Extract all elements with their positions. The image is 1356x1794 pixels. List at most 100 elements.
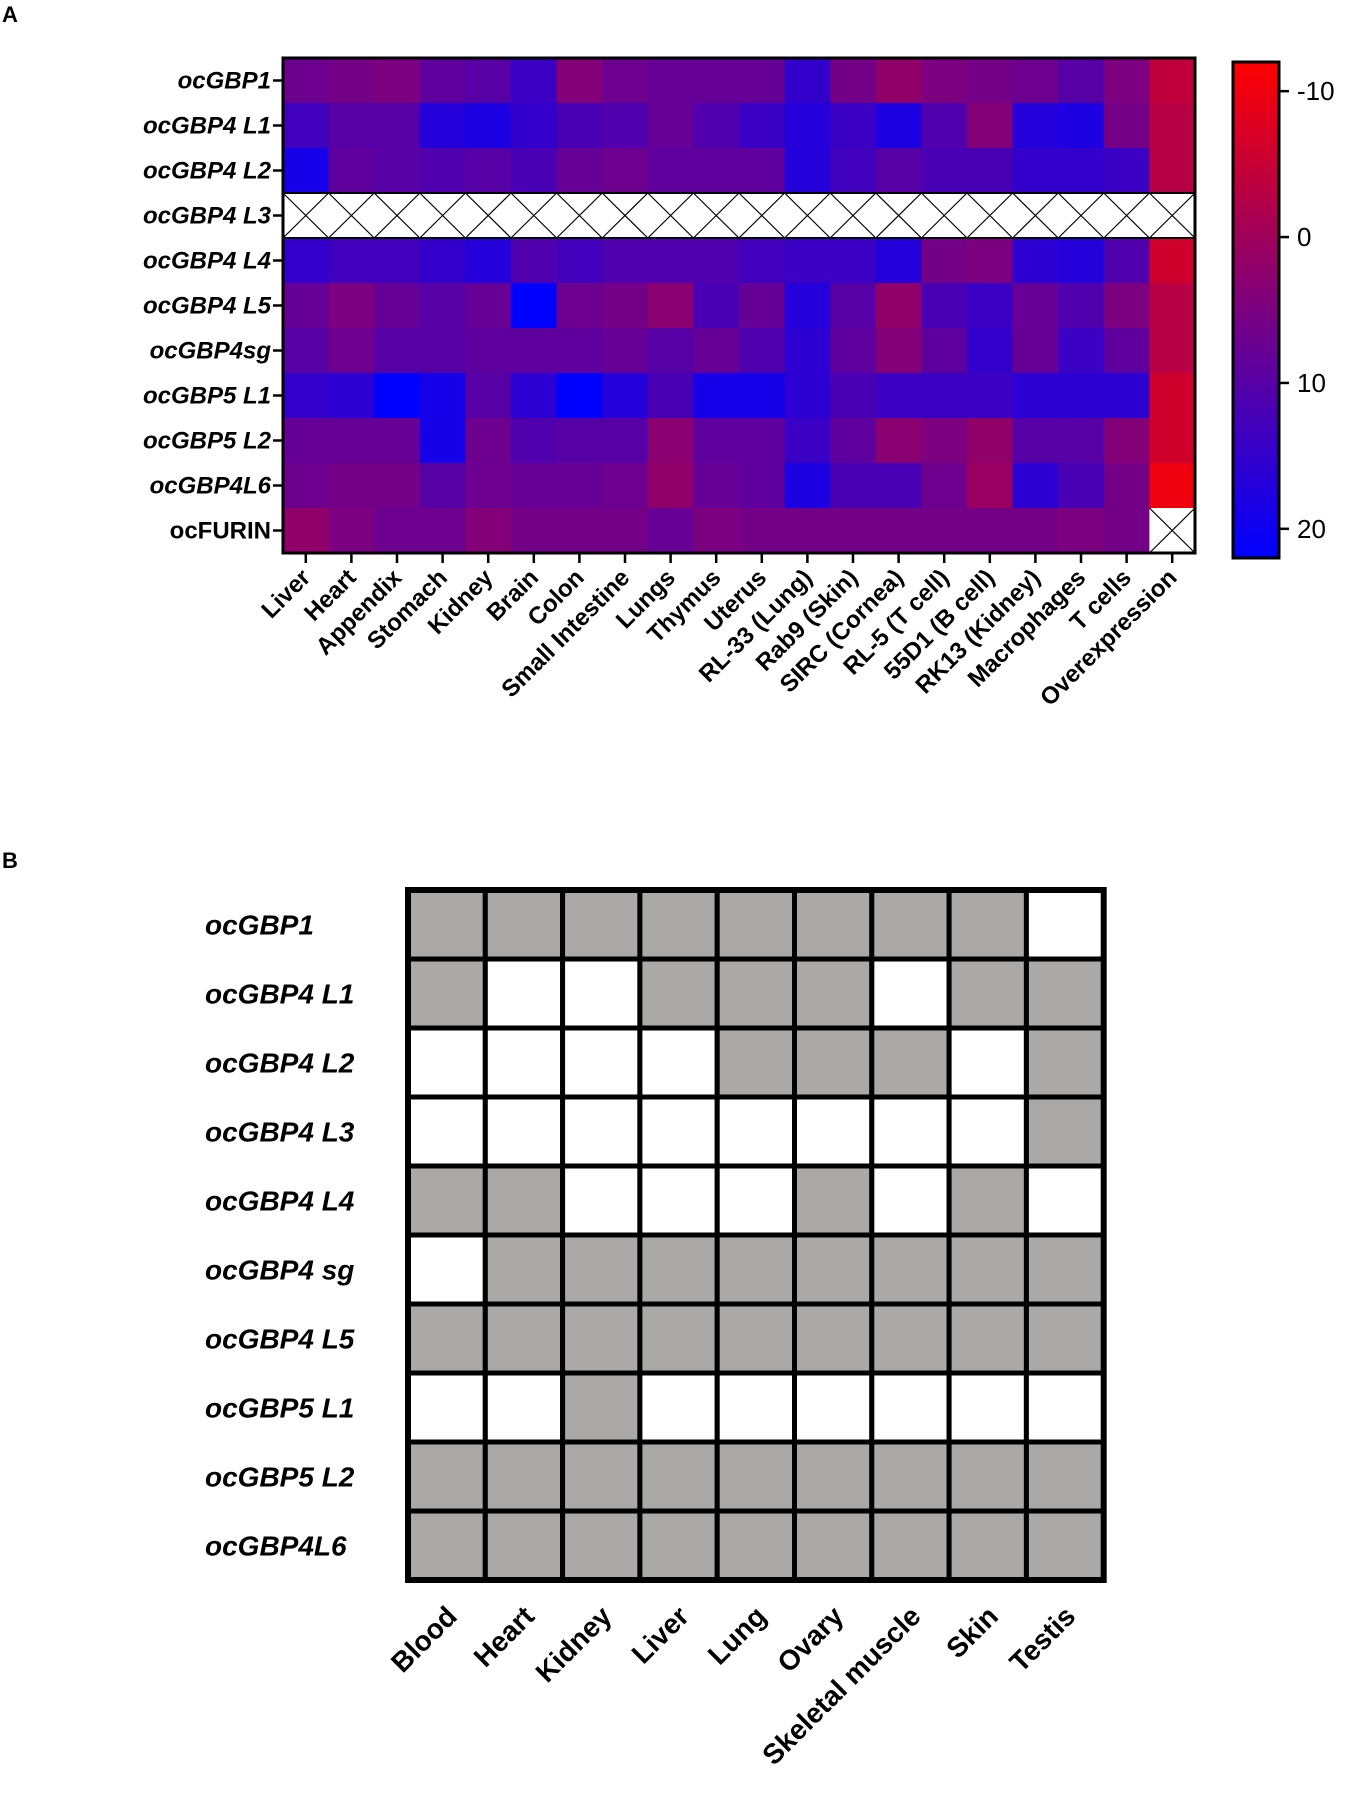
grid-b-cell-absent [946, 1370, 1029, 1445]
heatmap-a-cell [374, 328, 421, 374]
heatmap-a-cell [1058, 508, 1105, 554]
heatmap-a-cell [739, 418, 785, 464]
heatmap-a-cell [556, 418, 603, 464]
heatmap-a-cell [830, 463, 877, 509]
heatmap-a-cell [283, 418, 329, 464]
heatmap-a-cell [739, 463, 785, 509]
heatmap-a-cell [967, 463, 1013, 509]
heatmap-a-cell [374, 58, 421, 104]
heatmap-a-cell [465, 283, 512, 329]
grid-b-row-label: ocGBP1 [205, 910, 314, 941]
grid-b-cell-present [792, 1439, 875, 1514]
grid-b-cell-present [869, 1439, 952, 1514]
heatmap-a-cell [1058, 418, 1105, 464]
heatmap-a-cell [602, 58, 649, 104]
heatmap-a-cell [693, 463, 740, 509]
grid-b-cell-present [482, 1439, 566, 1514]
heatmap-a-cell [1149, 418, 1196, 464]
grid-b-cell-present [946, 1439, 1029, 1514]
grid-b-cell-present [792, 1163, 875, 1238]
missing-cross [328, 192, 375, 239]
heatmap-a-cell [784, 238, 831, 284]
grid-b-cell-absent [869, 956, 952, 1031]
grid-b-cell-present [946, 1232, 1029, 1307]
heatmap-a-cell [830, 283, 877, 329]
grid-b-cell-absent [946, 1094, 1029, 1169]
heatmap-a-cell [328, 148, 375, 194]
heatmap-a-cell [739, 58, 785, 104]
grid-b-cell-absent [405, 1094, 488, 1169]
grid-b-cell-present [405, 1301, 488, 1376]
missing-cross [1148, 192, 1196, 239]
heatmap-a-cell [511, 508, 557, 554]
heatmap-a-cell [556, 238, 603, 284]
grid-b-row-label: ocGBP4 sg [205, 1255, 354, 1286]
heatmap-a-cell [328, 328, 375, 374]
heatmap-a-cell [602, 373, 649, 419]
grid-b-cell-present [560, 1508, 643, 1583]
heatmap-a-cell [1103, 328, 1150, 374]
heatmap-a-cell [1149, 58, 1196, 104]
missing-cross [373, 192, 421, 239]
grid-b-cell-present [946, 1301, 1029, 1376]
grid-b-row-label: ocGBP5 L1 [205, 1393, 354, 1424]
heatmap-a-cell [693, 58, 740, 104]
colorbar-frame [1231, 60, 1281, 560]
heatmap-a-cell [739, 103, 785, 149]
grid-b-cell-absent [482, 956, 566, 1031]
heatmap-a-cell [1149, 283, 1196, 329]
grid-b-cell-present [1023, 1439, 1107, 1514]
heatmap-a-cell [967, 148, 1013, 194]
grid-b-cell-present [714, 956, 798, 1031]
heatmap-a-row-label: ocGBP4 L2 [143, 158, 272, 185]
heatmap-a-cell [511, 463, 557, 509]
heatmap-a-cell [374, 463, 421, 509]
grid-b-cell-present [792, 1232, 875, 1307]
heatmap-a-cell [739, 508, 785, 554]
heatmap-a-row-label: ocGBP4L6 [150, 473, 272, 500]
heatmap-a-cell [1012, 238, 1059, 284]
heatmap-a-cell [283, 508, 329, 554]
grid-b-col-label: Blood [385, 1600, 463, 1678]
heatmap-a-cell [830, 418, 877, 464]
heatmap-a-cell [465, 373, 512, 419]
heatmap-a-cell [1149, 238, 1196, 284]
heatmap-a-cell [875, 58, 922, 104]
heatmap-a-cell [967, 508, 1013, 554]
heatmap-a-cell [465, 418, 512, 464]
heatmap-a-cell [784, 148, 831, 194]
grid-b-row-label: ocGBP4 L1 [205, 979, 354, 1010]
grid-b-cell-absent [946, 1025, 1029, 1100]
heatmap-a-cell [967, 238, 1013, 284]
grid-b-cell-present [1023, 1301, 1107, 1376]
heatmap-a-cell [693, 103, 740, 149]
heatmap-a-cell [1058, 103, 1105, 149]
heatmap-a-cell [511, 328, 557, 374]
heatmap-a-cell [1012, 508, 1059, 554]
heatmap-a-cell [602, 328, 649, 374]
grid-b-cell-absent [792, 1094, 875, 1169]
grid-b-cell-present [1023, 1232, 1107, 1307]
heatmap-a-cell [419, 238, 466, 284]
heatmap-a-cell [647, 418, 694, 464]
heatmap-a-cell [374, 103, 421, 149]
grid-b-cell-present [792, 956, 875, 1031]
heatmap-a-cell [283, 148, 329, 194]
heatmap-a-cell [419, 103, 466, 149]
heatmap-a-cell [465, 58, 512, 104]
heatmap-a-cell [739, 238, 785, 284]
heatmap-a-cell [602, 508, 649, 554]
heatmap-a-cell [784, 508, 831, 554]
heatmap-a-cell [1058, 463, 1105, 509]
heatmap-a-cell [556, 103, 603, 149]
heatmap-a-cell [921, 418, 968, 464]
heatmap-a-cell [784, 373, 831, 419]
heatmap-a-cell [875, 103, 922, 149]
heatmap-a-cell [465, 328, 512, 374]
heatmap-a-cell [511, 148, 557, 194]
heatmap-a-cell [511, 283, 557, 329]
heatmap-a-cell [328, 373, 375, 419]
heatmap-a-cell [556, 283, 603, 329]
heatmap-a-cell [921, 58, 968, 104]
